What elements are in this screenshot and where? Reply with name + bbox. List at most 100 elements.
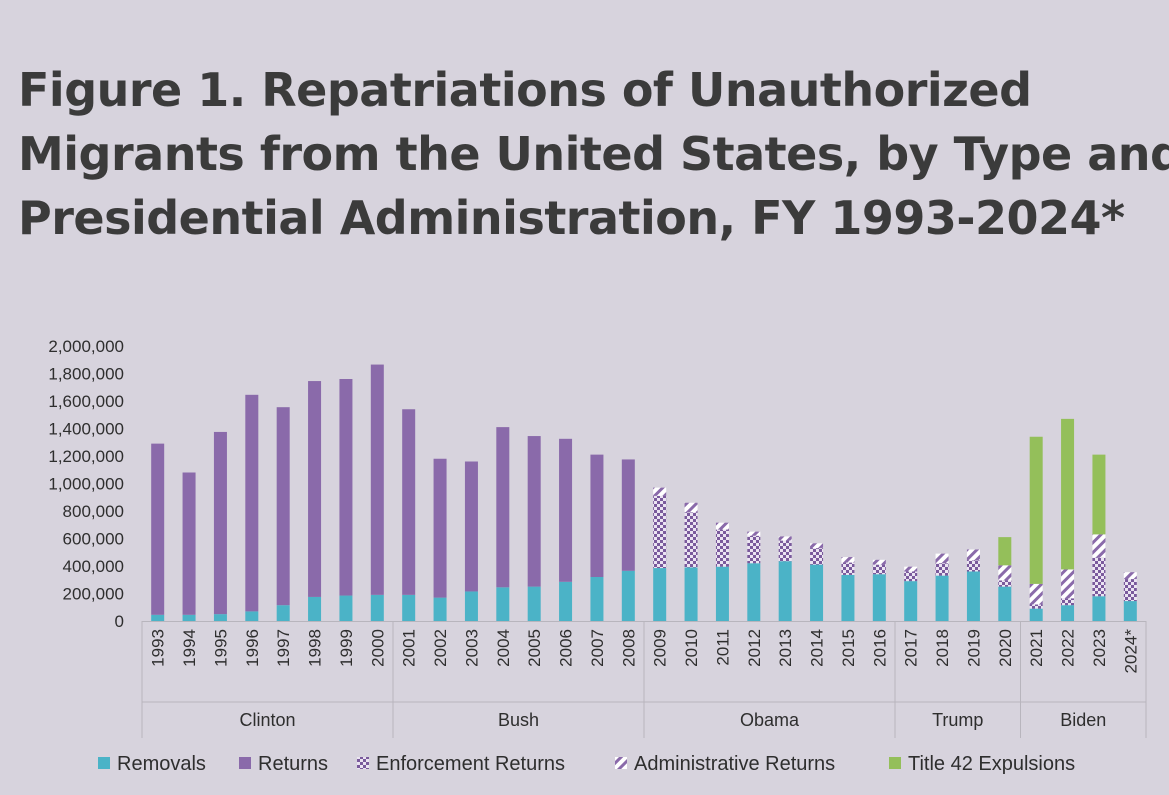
bar-stack-2024 (1123, 572, 1137, 621)
bar-stack-2023 (1092, 454, 1106, 621)
bar-segment-returns (464, 461, 478, 592)
bar-segment-enforcement-returns (684, 512, 698, 568)
bar-segment-title-42-expulsions (1029, 436, 1043, 584)
bar-stack-2002 (433, 458, 447, 621)
bar-stack-2009 (653, 487, 667, 621)
y-tick-label: 1,600,000 (48, 392, 124, 411)
bar-stack-1998 (308, 381, 322, 621)
bar-segment-returns (590, 454, 604, 577)
y-tick-label: 0 (115, 612, 124, 631)
x-tick-label: 2018 (933, 629, 952, 667)
bar-stack-2014 (810, 543, 824, 621)
bar-segment-title-42-expulsions (998, 537, 1012, 566)
bar-segment-removals (182, 614, 196, 621)
y-tick-label: 1,000,000 (48, 475, 124, 494)
y-tick-label: 400,000 (63, 557, 124, 576)
legend-swatch (889, 757, 901, 769)
bar-segment-returns (245, 394, 259, 612)
bar-segment-returns (559, 438, 573, 582)
bar-stack-2020 (998, 537, 1012, 621)
bar-stack-2010 (684, 502, 698, 621)
bar-segment-removals (496, 587, 510, 621)
x-tick-label: 2011 (713, 629, 732, 666)
bar-segment-removals (276, 605, 290, 621)
administration-label: Bush (498, 710, 539, 730)
bar-segment-returns (370, 364, 384, 595)
bar-stack-2013 (778, 536, 792, 621)
bar-segment-returns (151, 443, 165, 615)
bar-stack-2008 (621, 459, 635, 621)
bar-segment-title-42-expulsions (1061, 418, 1075, 570)
x-tick-label: 2021 (1027, 629, 1046, 667)
bar-segment-removals (621, 570, 635, 621)
bar-segment-enforcement-returns (810, 548, 824, 565)
administration-label: Obama (740, 710, 800, 730)
x-tick-label: 1995 (211, 629, 230, 667)
bar-segment-administrative-returns (810, 543, 824, 549)
bar-stack-2021 (1029, 436, 1043, 621)
y-tick-label: 600,000 (63, 530, 124, 549)
bar-segment-removals (778, 561, 792, 621)
bar-segment-administrative-returns (998, 565, 1012, 581)
bar-segment-returns (402, 409, 416, 595)
bar-segment-returns (308, 381, 322, 597)
x-tick-label: 2023 (1090, 629, 1109, 667)
bar-stack-1997 (276, 407, 290, 621)
bar-segment-removals (1061, 605, 1075, 621)
x-tick-label: 2002 (431, 629, 450, 667)
bar-segment-administrative-returns (872, 559, 886, 565)
legend-label: Returns (258, 753, 328, 775)
x-tick-label: 1999 (337, 629, 356, 667)
x-tick-label: 2009 (651, 629, 670, 667)
bar-segment-enforcement-returns (904, 571, 918, 582)
x-tick-label: 1993 (149, 629, 168, 667)
bar-stack-2006 (559, 438, 573, 621)
legend-label: Administrative Returns (634, 753, 835, 775)
x-tick-label: 2017 (902, 629, 921, 667)
chart-title: Figure 1. Repatriations of Unauthorized … (18, 63, 1169, 245)
bar-stack-1995 (213, 431, 227, 621)
legend-swatch (357, 757, 369, 769)
bar-segment-removals (841, 574, 855, 621)
bar-segment-administrative-returns (684, 502, 698, 513)
bar-segment-removals (527, 586, 541, 621)
bar-segment-administrative-returns (1123, 572, 1137, 580)
bar-segment-removals (151, 614, 165, 621)
administration-label: Clinton (239, 710, 295, 730)
bar-segment-administrative-returns (935, 553, 949, 564)
administration-label: Trump (932, 710, 983, 730)
bar-segment-removals (370, 594, 384, 621)
bar-segment-returns (621, 459, 635, 571)
bar-segment-enforcement-returns (1061, 598, 1075, 606)
bar-stack-1999 (339, 379, 353, 621)
bar-segment-removals (339, 595, 353, 621)
legend-label: Title 42 Expulsions (908, 753, 1075, 775)
bar-segment-returns (496, 427, 510, 588)
bar-stack-2015 (841, 557, 855, 621)
legend-swatch (239, 757, 251, 769)
bar-segment-administrative-returns (1061, 569, 1075, 599)
bar-segment-enforcement-returns (747, 535, 761, 564)
bar-segment-removals (747, 563, 761, 621)
bar-stack-1993 (151, 443, 165, 621)
x-tick-label: 2007 (588, 629, 607, 667)
bar-segment-removals (245, 611, 259, 621)
y-tick-label: 1,400,000 (48, 420, 124, 439)
bar-stack-2005 (527, 436, 541, 621)
bar-stack-1994 (182, 472, 196, 621)
x-tick-label: 1997 (274, 629, 293, 667)
bar-segment-returns (527, 436, 541, 587)
bar-segment-returns (276, 407, 290, 606)
x-tick-label: 2013 (776, 629, 795, 667)
bar-segment-returns (182, 472, 196, 615)
bar-segment-title-42-expulsions (1092, 454, 1106, 535)
bar-stack-1996 (245, 394, 259, 621)
y-tick-label: 200,000 (63, 585, 124, 604)
bar-segment-removals (433, 597, 447, 621)
bar-segment-enforcement-returns (653, 495, 667, 569)
y-tick-label: 800,000 (63, 502, 124, 521)
bar-segment-removals (464, 591, 478, 621)
x-tick-label: 2024* (1121, 629, 1140, 674)
bar-segment-removals (1029, 608, 1043, 621)
